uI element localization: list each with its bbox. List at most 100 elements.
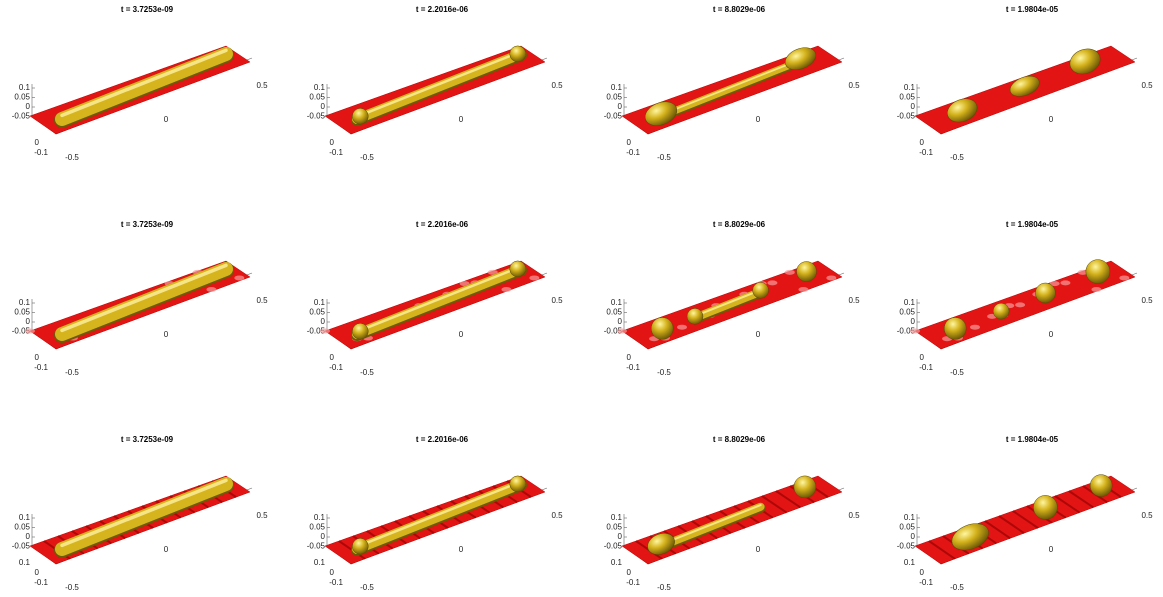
surface-ridge (998, 515, 1025, 534)
x-tick-label: 0.5 (256, 511, 268, 520)
x-tick-label: 0 (1049, 115, 1054, 124)
droplet (943, 317, 967, 340)
panel-title: t = 8.8029e-06 (713, 220, 766, 229)
surface-highlight (1119, 275, 1130, 281)
z-tick-label: 0.05 (606, 93, 622, 102)
y-tick-label: 0.1 (611, 558, 623, 567)
z-tick-label: 0.1 (19, 513, 31, 522)
panel-title: t = 2.2016e-06 (416, 5, 469, 14)
panel: t = 2.2016e-060.10.050-0.05-0.500.50-0.1 (307, 220, 563, 377)
rod-highlight (60, 48, 228, 118)
x-tick-label: -0.5 (950, 153, 964, 162)
surface-ridge (1068, 490, 1094, 509)
z-tick-label: -0.05 (307, 112, 326, 121)
surface-highlight (1091, 287, 1102, 293)
panel: t = 8.8029e-060.10.050-0.05-0.500.50.10-… (604, 435, 860, 592)
z-tick-label: 0 (618, 532, 623, 541)
rod (352, 49, 526, 124)
panel: t = 8.8029e-060.10.050-0.05-0.500.50-0.1 (604, 5, 860, 162)
y-tick-label: 0 (35, 353, 40, 362)
z-tick-label: -0.05 (604, 112, 623, 121)
panel: t = 1.9804e-050.10.050-0.05-0.500.50.10-… (897, 435, 1153, 592)
x-tick-label: 0.5 (551, 81, 563, 90)
z-tick-label: 0 (321, 102, 326, 111)
rod-highlight (355, 480, 523, 548)
panel-title: t = 3.7253e-09 (121, 5, 174, 14)
z-tick-label: 0 (26, 102, 31, 111)
droplet (796, 261, 817, 282)
rod (658, 502, 765, 550)
droplet (650, 317, 674, 340)
x-tick-label: -0.5 (657, 153, 671, 162)
surface-highlight (676, 324, 687, 330)
surface-highlight (487, 269, 498, 275)
y-tick-label: -0.1 (919, 363, 933, 372)
panel-title: t = 1.9804e-05 (1006, 435, 1059, 444)
z-tick-label: -0.05 (604, 327, 623, 336)
x-tick-label: -0.5 (950, 368, 964, 377)
z-tick-label: 0.05 (309, 93, 325, 102)
y-tick-label: 0 (330, 568, 335, 577)
z-tick-label: -0.05 (897, 327, 916, 336)
droplet (352, 538, 369, 555)
z-tick-label: 0 (321, 532, 326, 541)
x-tick-label: -0.5 (65, 368, 79, 377)
y-tick-label: 0 (330, 353, 335, 362)
x-tick-label: 0.5 (551, 511, 563, 520)
y-tick-label: 0 (920, 138, 925, 147)
panel: t = 3.7253e-090.10.050-0.05-0.500.50-0.1 (12, 5, 268, 162)
z-tick-label: 0 (911, 317, 916, 326)
z-tick-label: 0 (911, 532, 916, 541)
z-tick-label: 0.1 (19, 298, 31, 307)
x-tick-label: 0 (164, 115, 169, 124)
y-tick-label: 0.1 (314, 558, 326, 567)
x-tick-label: -0.5 (360, 583, 374, 592)
y-tick-label: 0 (627, 568, 632, 577)
surface-highlight (501, 287, 512, 293)
x-tick-label: 0.5 (848, 81, 860, 90)
z-tick-label: -0.05 (307, 542, 326, 551)
droplet (644, 101, 678, 126)
droplet (509, 45, 526, 63)
x-tick-label: 0 (1049, 545, 1054, 554)
surface-ridge (1054, 495, 1081, 514)
y-tick-label: -0.1 (919, 578, 933, 587)
rod (691, 287, 765, 322)
rod (55, 477, 233, 556)
panel-title: t = 3.7253e-09 (121, 220, 174, 229)
surface-highlight (320, 328, 330, 334)
rod (352, 264, 526, 339)
droplet (1033, 495, 1058, 520)
panel-title: t = 8.8029e-06 (713, 435, 766, 444)
z-tick-label: 0.05 (309, 523, 325, 532)
z-tick-label: 0.05 (606, 523, 622, 532)
z-tick-label: 0.1 (19, 83, 31, 92)
z-tick-label: -0.05 (897, 542, 916, 551)
y-tick-label: 0 (627, 353, 632, 362)
z-tick-label: -0.05 (897, 112, 916, 121)
x-tick-label: -0.5 (360, 153, 374, 162)
droplet (352, 323, 369, 340)
z-tick-label: 0.05 (14, 523, 30, 532)
panel-title: t = 2.2016e-06 (416, 435, 469, 444)
x-tick-label: 0 (164, 330, 169, 339)
droplet (793, 475, 817, 499)
x-tick-label: 0.5 (256, 81, 268, 90)
x-tick-label: -0.5 (65, 153, 79, 162)
x-tick-label: 0 (459, 330, 464, 339)
surface-highlight (910, 328, 920, 334)
x-tick-label: 0 (756, 545, 761, 554)
z-tick-label: 0.1 (611, 298, 623, 307)
z-tick-label: -0.05 (12, 112, 31, 121)
y-tick-label: -0.1 (919, 148, 933, 157)
rod (352, 479, 526, 554)
z-tick-label: 0.1 (314, 298, 326, 307)
x-tick-label: -0.5 (65, 583, 79, 592)
droplet (509, 475, 526, 493)
y-tick-label: 0 (627, 138, 632, 147)
rod-highlight (60, 478, 228, 548)
x-tick-label: 0 (459, 115, 464, 124)
y-tick-label: 0 (920, 568, 925, 577)
z-tick-label: 0.05 (899, 523, 915, 532)
x-tick-label: 0 (756, 115, 761, 124)
